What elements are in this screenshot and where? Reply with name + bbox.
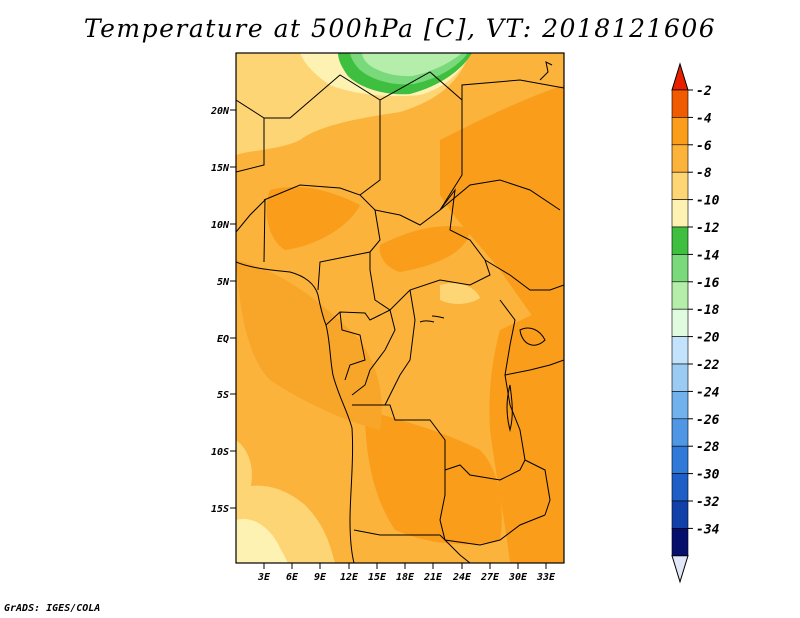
latitude-axis: 20N 15N 10N 5N EQ 5S 10S 15S: [210, 106, 236, 515]
colorbar-label: -4: [696, 111, 712, 126]
colorbar-label: -16: [696, 276, 720, 291]
lat-label-5s: 5S: [217, 390, 229, 401]
colorbar-swatch: [671, 144, 689, 173]
colorbar-label: -24: [696, 385, 720, 400]
lon-label-30e: 30E: [508, 572, 528, 583]
colorbar-swatch: [671, 281, 689, 310]
colorbar-swatch: [671, 254, 689, 283]
country-borders: [236, 61, 564, 563]
colorbar-label: -26: [696, 413, 720, 428]
lat-label-15s: 15S: [211, 504, 229, 515]
lat-label-10s: 10S: [211, 447, 229, 458]
lon-label-21e: 21E: [423, 572, 443, 583]
colorbar-label: -28: [696, 440, 720, 455]
colorbar-label: -6: [696, 139, 712, 154]
map-title: Temperature at 500hPa [C], VT: 201812160…: [83, 14, 717, 43]
colorbar-swatch: [671, 391, 689, 420]
colorbar-top-arrow: [671, 62, 689, 91]
lon-label-9e: 9E: [314, 572, 327, 583]
colorbar-label: -22: [696, 358, 720, 373]
lon-label-6e: 6E: [286, 572, 299, 583]
colorbar-swatch: [671, 171, 689, 200]
colorbar-swatch: [671, 473, 689, 502]
lon-label-24e: 24E: [452, 572, 472, 583]
colorbar-label: -30: [696, 468, 720, 483]
colorbar-bottom-arrow: [671, 555, 689, 584]
temperature-field: [236, 53, 564, 563]
colorbar-swatch: [671, 308, 689, 337]
colorbar-swatch: [671, 117, 689, 146]
colorbar-swatch: [671, 89, 689, 118]
lon-label-15e: 15E: [368, 572, 387, 583]
lat-label-10n: 10N: [211, 220, 230, 231]
lon-label-12e: 12E: [340, 572, 359, 583]
colorbar-label: -32: [696, 495, 720, 510]
colorbar-label: -20: [696, 331, 720, 346]
colorbar-swatch: [671, 336, 689, 365]
colorbar: -2 -4 -6 -8 -10 -12 -14 -16 -18 -20 -22 -24 -26 -28 -3…: [671, 62, 720, 584]
longitude-axis: 3E 6E 9E 12E 15E 18E 21E 24E 27E 30E 33E: [257, 563, 556, 583]
colorbar-label: -8: [696, 166, 712, 181]
lat-label-20n: 20N: [210, 106, 230, 117]
lon-label-3e: 3E: [257, 572, 271, 583]
colorbar-swatch: [671, 199, 689, 228]
colorbar-swatch: [671, 363, 689, 392]
lat-label-15n: 15N: [211, 163, 230, 174]
colorbar-swatch: [671, 528, 689, 557]
colorbar-label: -34: [696, 522, 720, 537]
lat-label-eq: EQ: [217, 334, 229, 345]
lon-label-33e: 33E: [536, 572, 556, 583]
map-frame: [235, 52, 565, 564]
colorbar-swatch: [671, 418, 689, 447]
lon-label-27e: 27E: [480, 572, 500, 583]
colorbar-label: -14: [696, 248, 720, 263]
colorbar-label: -10: [696, 194, 720, 209]
colorbar-swatch: [671, 445, 689, 474]
lon-label-18e: 18E: [396, 572, 415, 583]
colorbar-label: -2: [696, 84, 712, 99]
colorbar-swatch: [671, 226, 689, 255]
colorbar-label: -18: [696, 303, 720, 318]
colorbar-label: -12: [696, 221, 720, 236]
colorbar-swatch: [671, 500, 689, 529]
lat-label-5n: 5N: [217, 277, 230, 288]
grads-credit: GrADS: IGES/COLA: [4, 603, 101, 614]
